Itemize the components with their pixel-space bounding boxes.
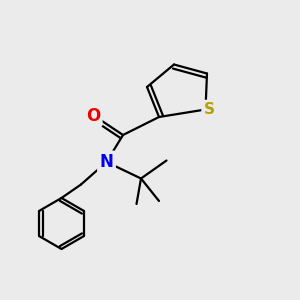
Text: O: O [86, 106, 100, 124]
Text: N: N [100, 153, 113, 171]
Text: S: S [204, 102, 214, 117]
